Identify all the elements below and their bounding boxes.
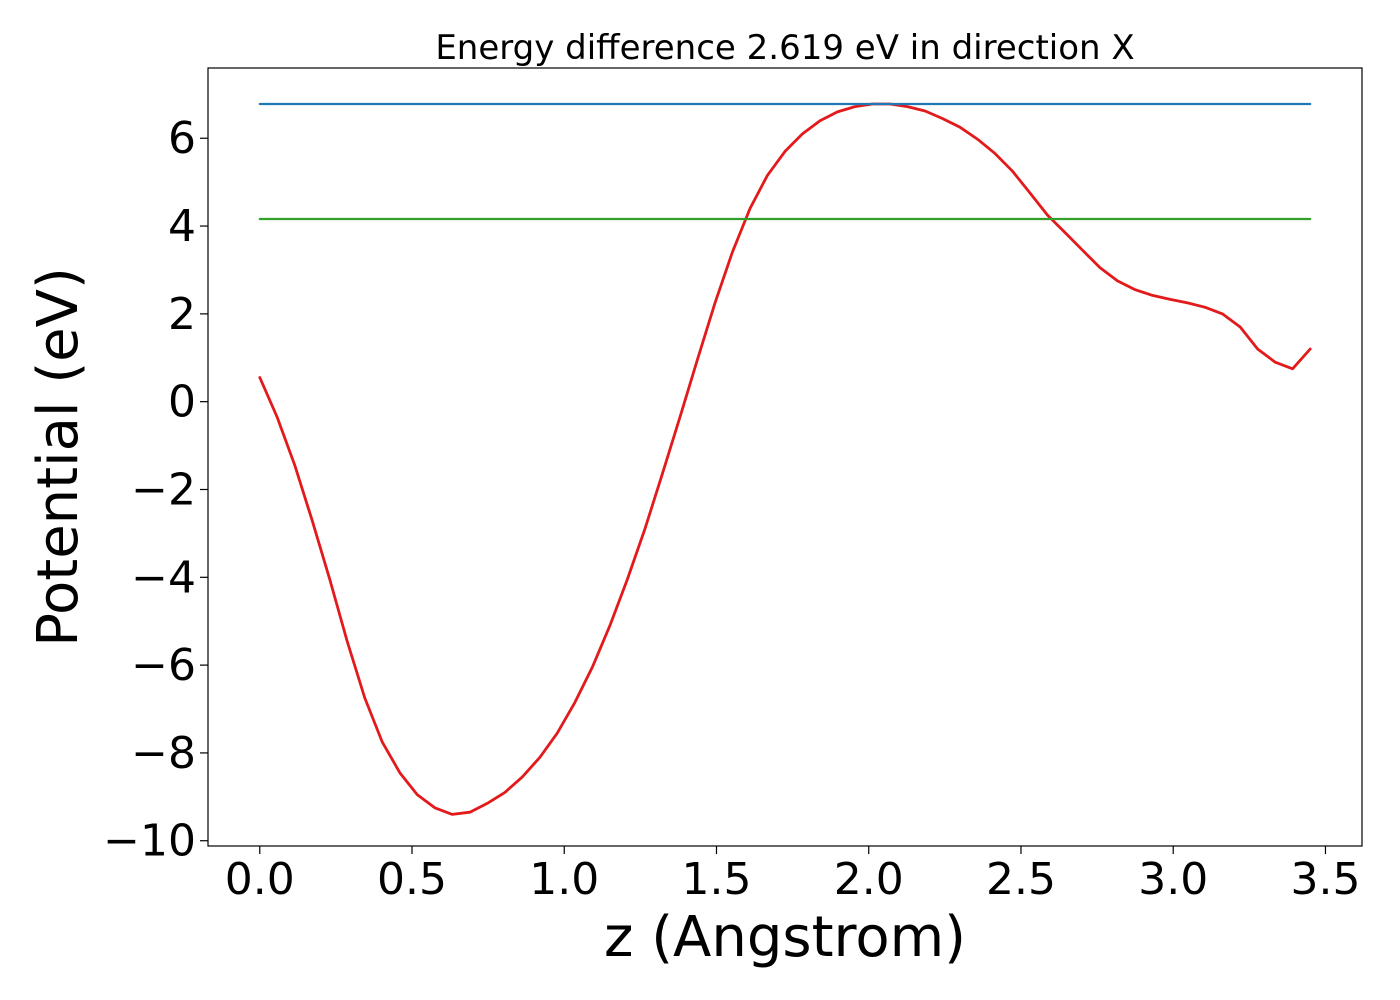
x-tick-label: 3.0 bbox=[1138, 854, 1208, 905]
y-tick-label: 2 bbox=[168, 289, 196, 340]
y-tick-label: −2 bbox=[131, 464, 196, 515]
x-tick-label: 3.5 bbox=[1290, 854, 1360, 905]
x-axis-label: z (Angstrom) bbox=[604, 905, 966, 970]
x-tick-label: 1.5 bbox=[681, 854, 751, 905]
y-tick-label: −10 bbox=[103, 816, 196, 867]
y-axis-ticks: 6 4 2 0 −2 −4 −6 −8 −10 bbox=[103, 113, 208, 867]
y-tick-label: −8 bbox=[131, 728, 196, 779]
x-tick-label: 0.0 bbox=[225, 854, 295, 905]
y-tick-label: 0 bbox=[168, 377, 196, 428]
chart-title: Energy difference 2.619 eV in direction … bbox=[435, 28, 1134, 68]
x-tick-label: 2.0 bbox=[834, 854, 904, 905]
series-line-potential bbox=[258, 102, 1312, 816]
plot-frame bbox=[207, 67, 1363, 847]
y-tick-label: −6 bbox=[131, 640, 196, 691]
x-tick-label: 1.0 bbox=[529, 854, 599, 905]
y-tick-label: 4 bbox=[168, 201, 196, 252]
x-tick-label: 2.5 bbox=[986, 854, 1056, 905]
y-axis-label: Potential (eV) bbox=[26, 267, 91, 647]
x-axis-ticks: 0.0 0.5 1.0 1.5 2.0 2.5 3.0 3.5 bbox=[225, 846, 1360, 905]
plot-area bbox=[258, 102, 1312, 816]
y-tick-label: −4 bbox=[131, 552, 196, 603]
y-tick-label: 6 bbox=[168, 113, 196, 164]
x-tick-label: 0.5 bbox=[377, 854, 447, 905]
